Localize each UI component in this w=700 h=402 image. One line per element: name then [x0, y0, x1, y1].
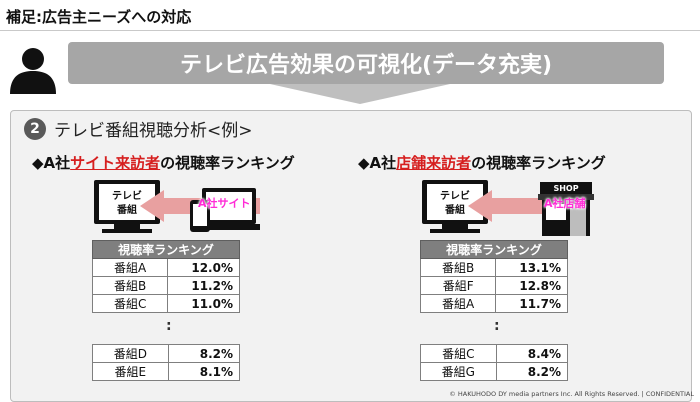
left-heading-highlight: サイト来訪者 [70, 154, 161, 172]
laptop-phone-icon [190, 188, 260, 232]
table-row: 番組A 12.0% [91, 258, 240, 277]
program-cell: 番組A [91, 258, 169, 277]
left-ranking-heading: ◆A社サイト来訪者の視聴率ランキング [32, 152, 295, 173]
program-cell: 番組D [92, 344, 169, 363]
down-arrow-icon [270, 84, 450, 104]
person-icon [10, 48, 56, 94]
left-ranking-table: 視聴率ランキング 番組A 12.0% 番組B 11.2% 番組C 11.0% [91, 240, 240, 313]
rate-cell: 13.1% [495, 258, 568, 277]
table-row: 番組B 11.2% [91, 276, 240, 295]
program-cell: 番組C [420, 344, 497, 363]
table-row: 番組C 8.4% [420, 344, 569, 363]
header-divider [0, 30, 700, 31]
right-tv-label-line2: 番組 [444, 203, 465, 216]
left-ellipsis: : [166, 318, 172, 334]
right-heading-suffix: の視聴率ランキング [471, 154, 606, 172]
right-device-label: A社店舗 [544, 197, 586, 210]
table-header: 視聴率ランキング [92, 240, 240, 259]
rate-cell: 8.2% [495, 362, 569, 381]
table-row: 番組G 8.2% [420, 362, 569, 381]
program-cell: 番組B [91, 276, 169, 295]
right-ranking-table-bottom: 番組C 8.4% 番組G 8.2% [420, 344, 569, 381]
right-ranking-table: 視聴率ランキング 番組B 13.1% 番組F 12.8% 番組A 11.7% [419, 240, 568, 313]
section-title-text: テレビ番組視聴分析<例> [54, 121, 253, 141]
program-cell: 番組G [420, 362, 497, 381]
shop-sign-text: SHOP [553, 184, 578, 193]
rate-cell: 8.4% [495, 344, 569, 363]
rate-cell: 12.8% [495, 276, 568, 295]
right-heading-prefix: ◆A社 [358, 154, 397, 172]
right-tv-label-line1: テレビ [440, 189, 470, 202]
left-heading-suffix: の視聴率ランキング [160, 154, 295, 172]
table-row: 番組E 8.1% [92, 362, 241, 381]
program-cell: 番組F [419, 276, 497, 295]
table-row: 番組C 11.0% [91, 294, 240, 313]
rate-cell: 8.1% [167, 362, 241, 381]
program-cell: 番組B [419, 258, 497, 277]
section-title: 2 テレビ番組視聴分析<例> [24, 116, 253, 141]
rate-cell: 8.2% [167, 344, 241, 363]
rate-cell: 11.7% [495, 294, 568, 313]
program-cell: 番組C [91, 294, 169, 313]
right-ellipsis: : [494, 318, 500, 334]
program-cell: 番組A [419, 294, 497, 313]
headline-banner: テレビ広告効果の可視化(データ充実) [68, 42, 664, 84]
left-tv-label-line1: テレビ [112, 189, 142, 202]
left-ranking-table-bottom: 番組D 8.2% 番組E 8.1% [92, 344, 241, 381]
table-header: 視聴率ランキング [420, 240, 568, 259]
right-ranking-heading: ◆A社店舗来訪者の視聴率ランキング [358, 152, 606, 173]
table-row: 番組F 12.8% [419, 276, 568, 295]
table-row: 番組A 11.7% [419, 294, 568, 313]
tv-icon: テレビ 番組 [422, 180, 488, 233]
shop-icon: SHOP [538, 182, 594, 236]
rate-cell: 11.0% [167, 294, 240, 313]
rate-cell: 12.0% [167, 258, 240, 277]
right-heading-highlight: 店舗来訪者 [396, 154, 472, 172]
copyright-notice: © HAKUHODO DY media partners Inc. All Ri… [449, 390, 694, 398]
left-device-label: A社サイト [198, 197, 251, 210]
rate-cell: 11.2% [167, 276, 240, 295]
section-number-badge: 2 [24, 117, 46, 140]
left-tv-label-line2: 番組 [116, 203, 137, 216]
program-cell: 番組E [92, 362, 169, 381]
left-heading-prefix: ◆A社 [32, 154, 71, 172]
page-title: 補足:広告主ニーズへの対応 [6, 8, 192, 26]
table-row: 番組B 13.1% [419, 258, 568, 277]
table-row: 番組D 8.2% [92, 344, 241, 363]
tv-icon: テレビ 番組 [94, 180, 160, 233]
